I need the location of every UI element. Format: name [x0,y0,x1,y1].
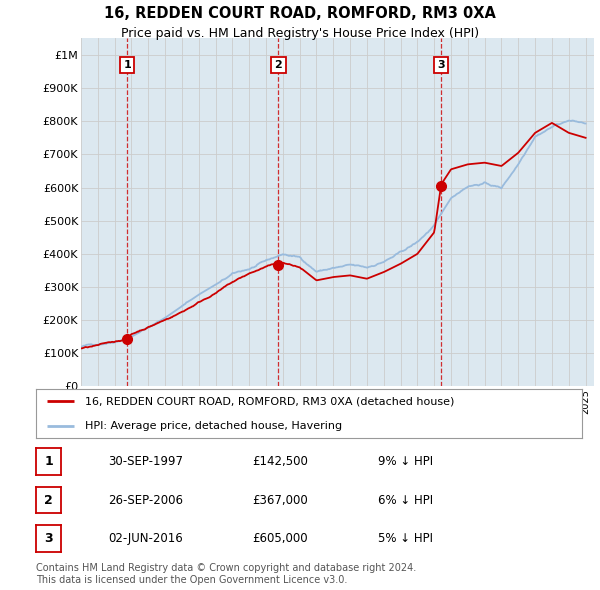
Text: 3: 3 [437,60,445,70]
Text: 5% ↓ HPI: 5% ↓ HPI [378,532,433,545]
Text: 26-SEP-2006: 26-SEP-2006 [108,493,183,507]
Text: £605,000: £605,000 [252,532,308,545]
Text: Contains HM Land Registry data © Crown copyright and database right 2024.
This d: Contains HM Land Registry data © Crown c… [36,563,416,585]
Text: HPI: Average price, detached house, Havering: HPI: Average price, detached house, Have… [85,421,342,431]
Text: 1: 1 [124,60,131,70]
Text: 9% ↓ HPI: 9% ↓ HPI [378,455,433,468]
Text: 6% ↓ HPI: 6% ↓ HPI [378,493,433,507]
Text: 3: 3 [44,532,53,545]
Text: 30-SEP-1997: 30-SEP-1997 [108,455,183,468]
Text: £142,500: £142,500 [252,455,308,468]
Text: 16, REDDEN COURT ROAD, ROMFORD, RM3 0XA: 16, REDDEN COURT ROAD, ROMFORD, RM3 0XA [104,6,496,21]
Text: 2: 2 [44,493,53,507]
Text: Price paid vs. HM Land Registry's House Price Index (HPI): Price paid vs. HM Land Registry's House … [121,27,479,40]
Text: £367,000: £367,000 [252,493,308,507]
Text: 1: 1 [44,455,53,468]
Text: 16, REDDEN COURT ROAD, ROMFORD, RM3 0XA (detached house): 16, REDDEN COURT ROAD, ROMFORD, RM3 0XA … [85,396,455,407]
Text: 02-JUN-2016: 02-JUN-2016 [108,532,183,545]
Text: 2: 2 [274,60,282,70]
